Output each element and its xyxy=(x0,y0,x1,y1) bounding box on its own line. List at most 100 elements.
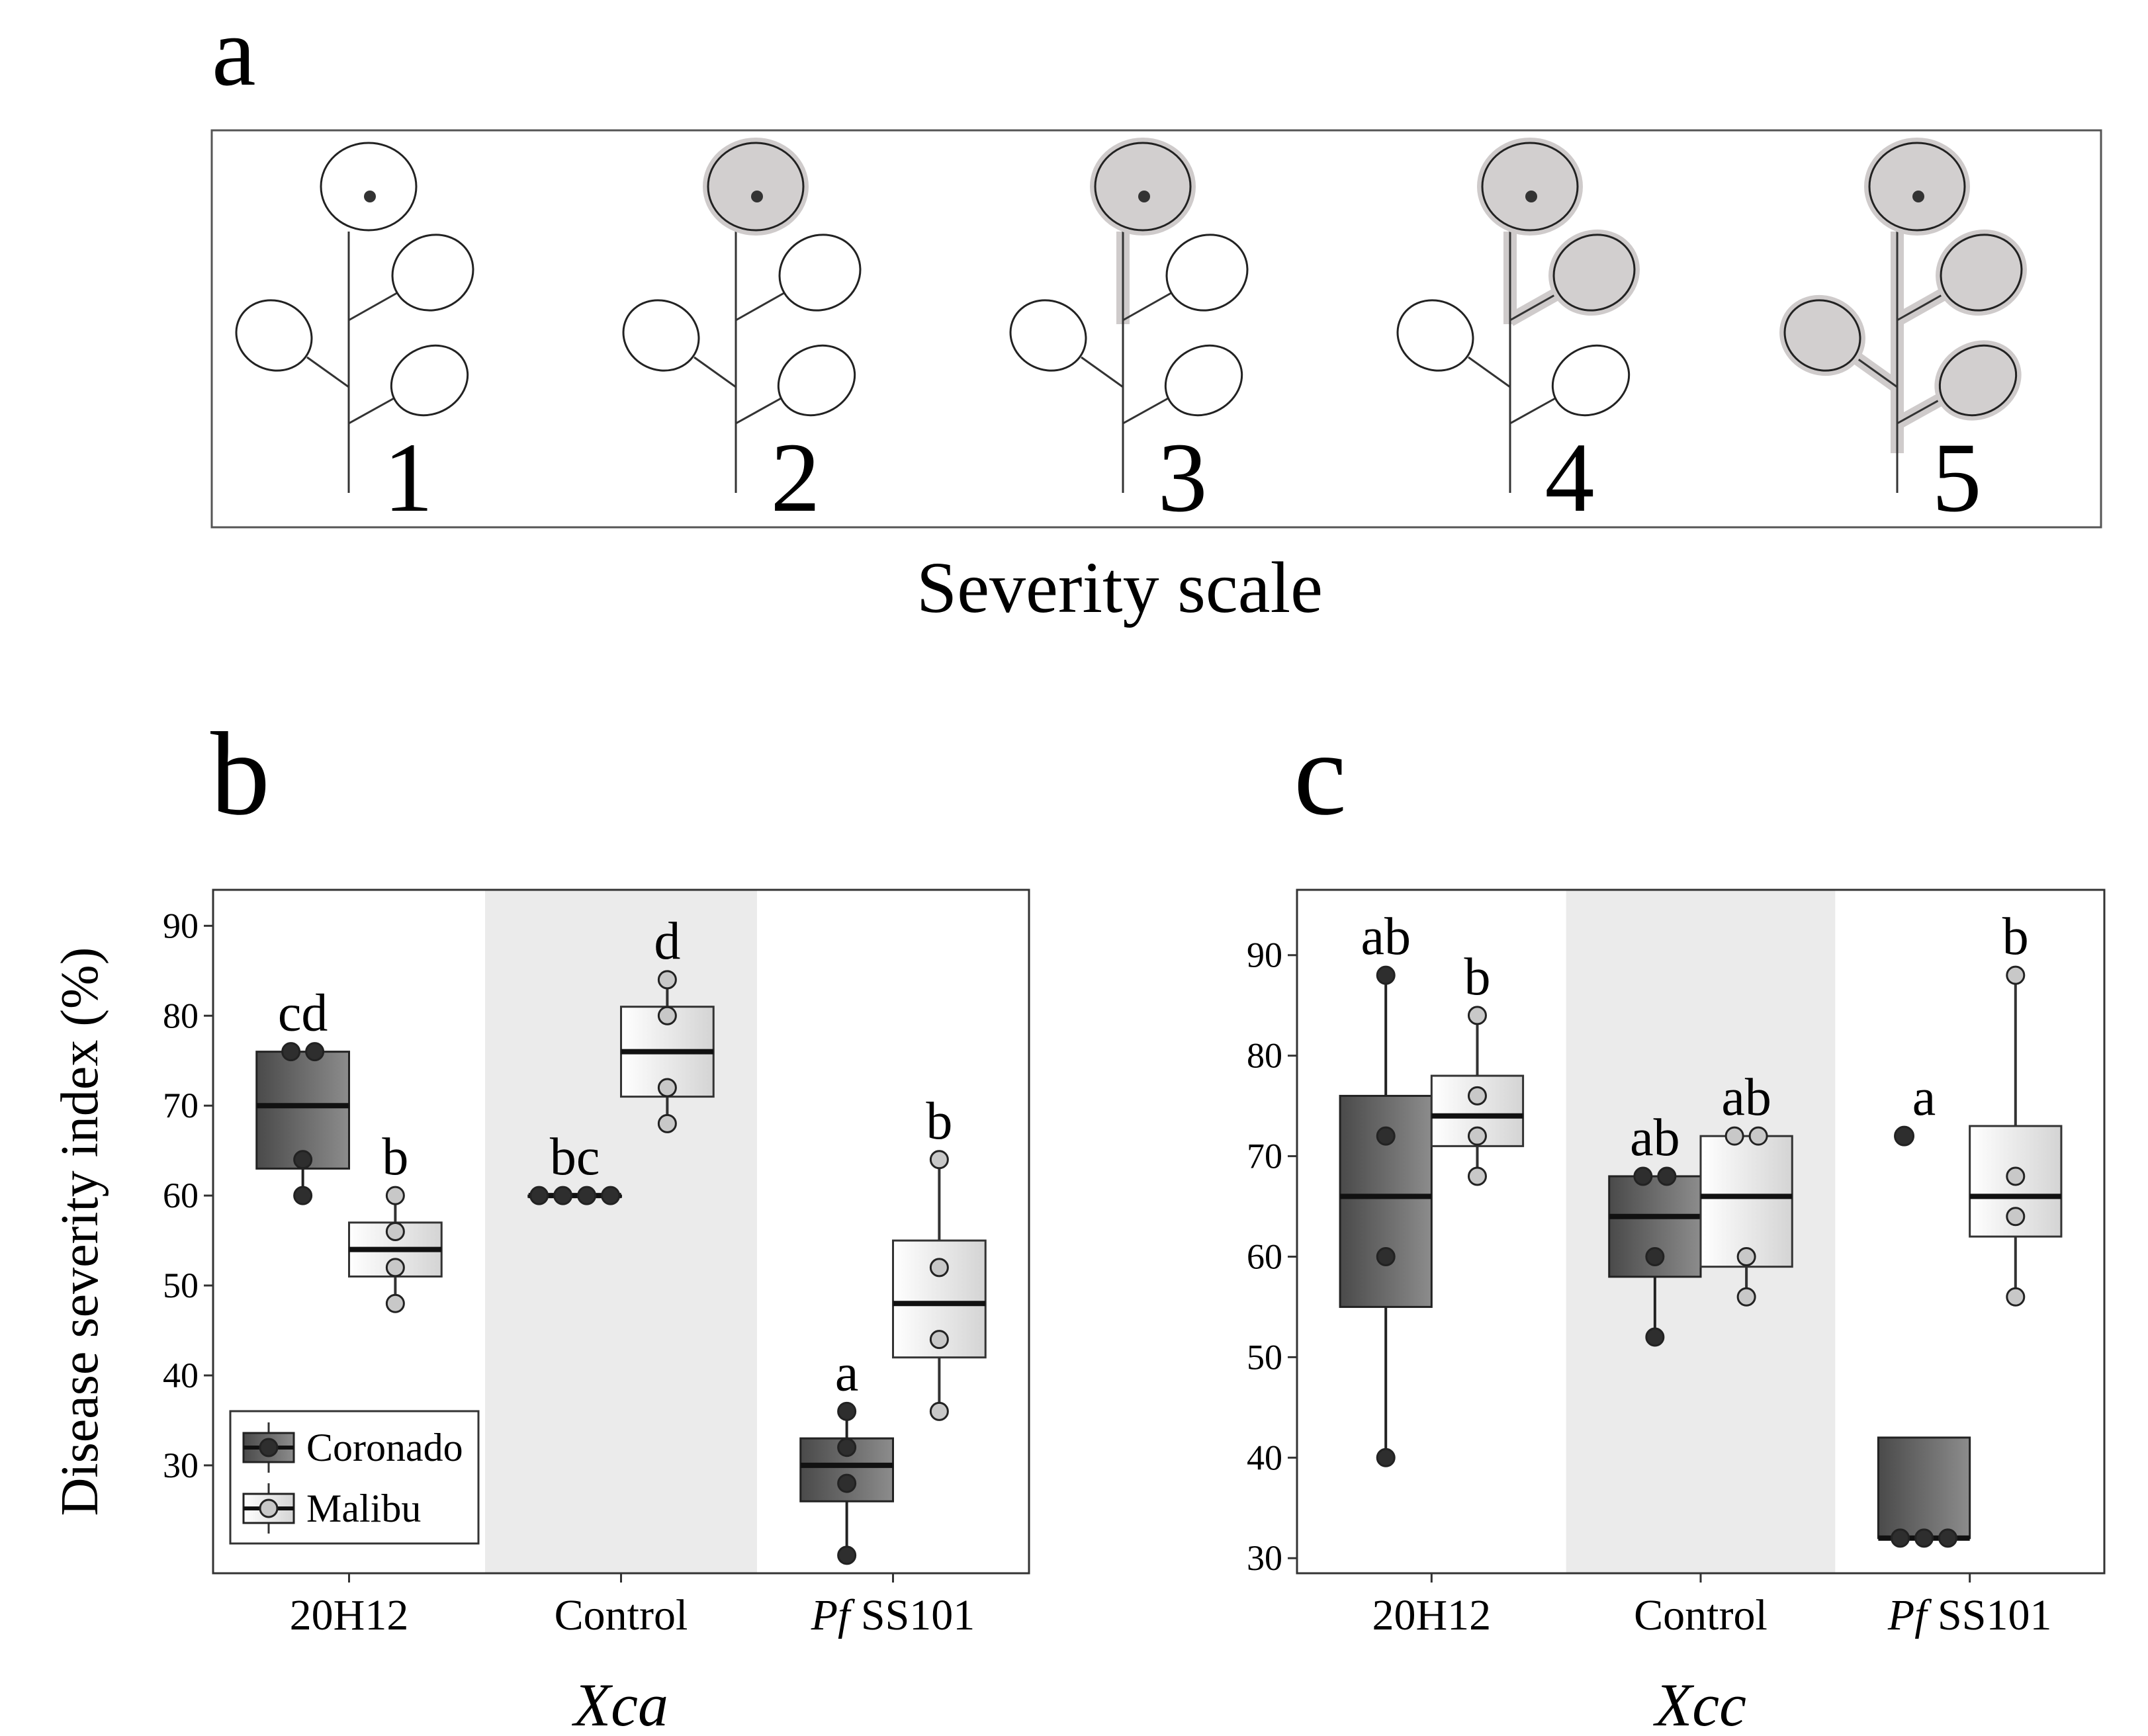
y-tick-label: 30 xyxy=(1247,1538,1282,1578)
data-point xyxy=(1891,1528,1910,1548)
severity-level-label: 3 xyxy=(1158,423,1208,533)
plant-branch xyxy=(1509,290,1562,322)
coronado-box-0: ab xyxy=(1339,908,1433,1467)
y-tick-label: 90 xyxy=(1247,935,1282,975)
data-point xyxy=(1645,1246,1665,1266)
panel-label-b: b xyxy=(210,708,270,840)
diseased-leaf xyxy=(1868,142,1966,232)
legend-label: Malibu xyxy=(306,1487,421,1530)
malibu-box-2: b xyxy=(892,1092,987,1421)
significance-letter: b xyxy=(926,1092,952,1150)
plant-branch xyxy=(1509,396,1558,425)
plant-level-3: 3 xyxy=(1009,138,1249,533)
data-point xyxy=(1376,1246,1396,1266)
y-tick-label: 60 xyxy=(163,1176,199,1215)
diseased-leaf xyxy=(1094,142,1192,232)
data-point xyxy=(657,1078,677,1098)
data-point xyxy=(577,1186,597,1205)
data-point xyxy=(2006,1207,2026,1227)
x-tick-label: Pf SS101 xyxy=(811,1591,975,1639)
box xyxy=(1877,1436,1971,1540)
y-tick-label: 80 xyxy=(1247,1036,1282,1076)
coronado-box-1: ab xyxy=(1608,1109,1702,1347)
y-tick-label: 50 xyxy=(163,1266,199,1305)
significance-letter: bc xyxy=(550,1128,600,1186)
healthy-leaf xyxy=(778,234,862,312)
coronado-box-0: cd xyxy=(255,984,351,1205)
data-point xyxy=(657,1113,677,1133)
data-point xyxy=(1376,1126,1396,1146)
data-point xyxy=(837,1545,857,1565)
significance-letter: cd xyxy=(278,984,328,1043)
data-point xyxy=(1748,1126,1768,1146)
data-point xyxy=(657,1006,677,1025)
chart-panel-b: 30 40 50 60 70 80 90 20H12 Control Pf SS101 Xca Dis… xyxy=(51,889,1030,1736)
data-point xyxy=(1914,1528,1934,1548)
plant-branch xyxy=(1122,290,1175,322)
data-point xyxy=(1736,1287,1756,1307)
plant-branch xyxy=(735,396,784,425)
data-point xyxy=(929,1150,949,1170)
healthy-leaf xyxy=(777,344,856,417)
inoculation-point xyxy=(364,191,376,202)
data-point xyxy=(929,1258,949,1278)
significance-letter: b xyxy=(1464,948,1490,1006)
legend: Coronado Malibu xyxy=(229,1410,480,1545)
diseased-leaf xyxy=(1552,234,1636,312)
x-tick-label: 20H12 xyxy=(290,1591,409,1639)
diseased-leaf xyxy=(707,142,805,232)
inoculation-point xyxy=(1138,191,1150,202)
healthy-leaf xyxy=(622,299,700,372)
inoculation-point xyxy=(751,191,763,202)
x-tick-label: Pf SS101 xyxy=(1887,1591,2052,1639)
data-point xyxy=(1657,1166,1677,1186)
data-point xyxy=(1467,1006,1487,1025)
x-tick-label-text: SS101 xyxy=(1927,1591,2052,1639)
data-point xyxy=(601,1186,621,1205)
box xyxy=(255,1051,351,1170)
x-tick-label-text: SS101 xyxy=(850,1591,975,1639)
x-tick-label-italic: Pf xyxy=(811,1591,855,1639)
data-point xyxy=(385,1222,405,1241)
healthy-leaf xyxy=(391,234,474,312)
y-tick-label: 80 xyxy=(163,996,199,1035)
x-tick-label: 20H12 xyxy=(1372,1591,1491,1639)
diseased-leaf xyxy=(1481,142,1579,232)
legend-key-malibu xyxy=(242,1483,295,1534)
data-point xyxy=(529,1186,549,1205)
coronado-box-1: bc xyxy=(527,1128,623,1205)
severity-level-label: 2 xyxy=(771,423,821,533)
data-point xyxy=(293,1186,313,1205)
data-point xyxy=(1376,965,1396,985)
legend-label: Coronado xyxy=(306,1426,463,1469)
severity-level-label: 1 xyxy=(384,423,433,533)
healthy-leaf xyxy=(1009,299,1087,372)
plant-branch xyxy=(1122,396,1171,425)
y-tick-label: 60 xyxy=(1247,1237,1282,1276)
diseased-leaf xyxy=(1783,299,1861,372)
y-tick-label: 90 xyxy=(163,906,199,945)
healthy-leaf xyxy=(235,299,313,372)
data-point xyxy=(1736,1246,1756,1266)
data-point xyxy=(281,1042,301,1062)
data-point xyxy=(1376,1448,1396,1467)
x-tick-label-italic: Pf xyxy=(1887,1591,1932,1639)
data-point xyxy=(2006,965,2026,985)
y-axis-title: Disease severity index (%) xyxy=(51,947,109,1516)
diseased-leaf xyxy=(1938,344,2018,417)
data-point xyxy=(1938,1528,1958,1548)
y-tick-label: 40 xyxy=(1247,1438,1282,1477)
plant-level-2: 2 xyxy=(622,138,862,533)
x-tick-label: Control xyxy=(1634,1591,1768,1639)
severity-level-label: 4 xyxy=(1545,423,1595,533)
inoculation-point xyxy=(1525,191,1537,202)
severity-scale-illustrations: 1 2 3 4 5 xyxy=(235,138,2027,533)
box xyxy=(1699,1135,1793,1268)
data-point xyxy=(1467,1126,1487,1146)
healthy-leaf xyxy=(1396,299,1474,372)
coronado-box-2: a xyxy=(799,1344,895,1565)
plant-level-4: 4 xyxy=(1396,138,1640,533)
malibu-box-1: d xyxy=(620,912,715,1133)
plant-branch xyxy=(348,290,401,322)
